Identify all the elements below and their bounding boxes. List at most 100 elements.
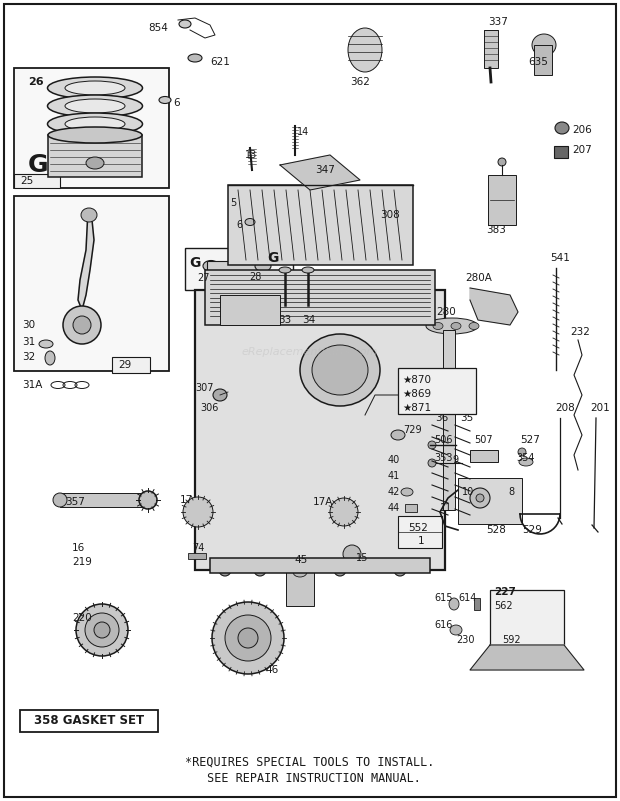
Bar [243, 270, 273, 284]
Bar [20, 710, 158, 732]
Ellipse shape [334, 564, 346, 576]
Text: 529: 529 [522, 525, 542, 535]
Text: 8: 8 [508, 487, 514, 497]
Ellipse shape [183, 497, 213, 527]
Bar [534, 45, 552, 75]
Ellipse shape [73, 316, 91, 334]
Text: 33: 33 [278, 315, 291, 325]
Bar [220, 295, 280, 325]
Text: 232: 232 [570, 327, 590, 337]
Text: 207: 207 [572, 145, 591, 155]
Ellipse shape [519, 458, 533, 466]
Text: 46: 46 [265, 665, 278, 675]
Text: 44: 44 [388, 503, 401, 513]
Ellipse shape [39, 340, 53, 348]
Text: 17: 17 [180, 495, 193, 505]
Text: 27: 27 [197, 273, 210, 283]
Text: 208: 208 [555, 403, 575, 413]
Text: 9: 9 [452, 455, 458, 465]
Ellipse shape [348, 28, 382, 72]
Ellipse shape [451, 323, 461, 329]
Bar [488, 175, 516, 225]
Ellipse shape [48, 95, 143, 117]
Ellipse shape [330, 498, 358, 526]
Text: ★869: ★869 [402, 389, 431, 399]
Text: eReplacementParts.com: eReplacementParts.com [242, 348, 378, 357]
Text: 354: 354 [516, 453, 534, 463]
Text: 614: 614 [458, 593, 476, 603]
Ellipse shape [65, 117, 125, 131]
Text: 14: 14 [297, 127, 309, 137]
Ellipse shape [469, 323, 479, 329]
Ellipse shape [498, 158, 506, 166]
Text: 6: 6 [173, 98, 180, 108]
Text: 41: 41 [388, 471, 401, 481]
Text: 615: 615 [434, 593, 453, 603]
Text: 6: 6 [236, 220, 242, 230]
Text: 7: 7 [267, 302, 273, 312]
Bar [443, 330, 455, 510]
Text: G: G [267, 251, 278, 265]
Text: 362: 362 [350, 77, 370, 87]
Text: 40: 40 [388, 455, 401, 465]
Text: 337: 337 [488, 17, 508, 27]
Bar [60, 493, 148, 507]
Text: 206: 206 [572, 125, 591, 135]
Bar [14, 174, 60, 188]
Polygon shape [280, 155, 360, 190]
Text: 507: 507 [474, 435, 493, 445]
Ellipse shape [86, 157, 104, 169]
Ellipse shape [428, 441, 436, 449]
Ellipse shape [53, 493, 67, 507]
Bar [207, 261, 263, 273]
Text: 219: 219 [72, 557, 92, 567]
Text: 36: 36 [435, 413, 448, 423]
Ellipse shape [470, 488, 490, 508]
Ellipse shape [450, 625, 462, 635]
Ellipse shape [401, 488, 413, 496]
Ellipse shape [518, 448, 526, 456]
Ellipse shape [76, 604, 128, 656]
Bar [405, 504, 417, 512]
Text: 5: 5 [230, 198, 236, 208]
Ellipse shape [213, 389, 227, 401]
Text: 506: 506 [434, 435, 453, 445]
Ellipse shape [293, 567, 307, 577]
Text: 28: 28 [249, 272, 262, 282]
Text: 541: 541 [550, 253, 570, 263]
Ellipse shape [254, 564, 266, 576]
Ellipse shape [433, 323, 443, 329]
Text: ★871: ★871 [402, 403, 431, 413]
Text: 201: 201 [590, 403, 609, 413]
Bar [228, 185, 413, 265]
Text: 358 GASKET SET: 358 GASKET SET [34, 714, 144, 727]
Text: 34: 34 [302, 315, 315, 325]
Text: 17A: 17A [313, 497, 334, 507]
Ellipse shape [449, 598, 459, 610]
Text: 230: 230 [456, 635, 474, 645]
Ellipse shape [203, 260, 219, 272]
Ellipse shape [65, 81, 125, 95]
Ellipse shape [45, 351, 55, 365]
Text: 616: 616 [434, 620, 453, 630]
Ellipse shape [476, 494, 484, 502]
Text: 25: 25 [20, 176, 33, 186]
Ellipse shape [225, 615, 271, 661]
Bar [112, 357, 150, 373]
Text: 562: 562 [494, 601, 513, 611]
Text: 74: 74 [192, 543, 205, 553]
Text: 729: 729 [403, 425, 422, 435]
Text: 307: 307 [195, 383, 213, 393]
Text: 32: 32 [22, 352, 35, 362]
Bar [188, 553, 206, 559]
Bar [205, 270, 435, 325]
Ellipse shape [48, 113, 143, 135]
Text: *REQUIRES SPECIAL TOOLS TO INSTALL.: *REQUIRES SPECIAL TOOLS TO INSTALL. [185, 755, 435, 768]
Ellipse shape [188, 54, 202, 62]
Ellipse shape [219, 564, 231, 576]
Text: 30: 30 [22, 320, 35, 330]
Ellipse shape [391, 430, 405, 440]
Ellipse shape [238, 628, 258, 648]
Ellipse shape [48, 77, 143, 99]
Text: 16: 16 [72, 543, 86, 553]
